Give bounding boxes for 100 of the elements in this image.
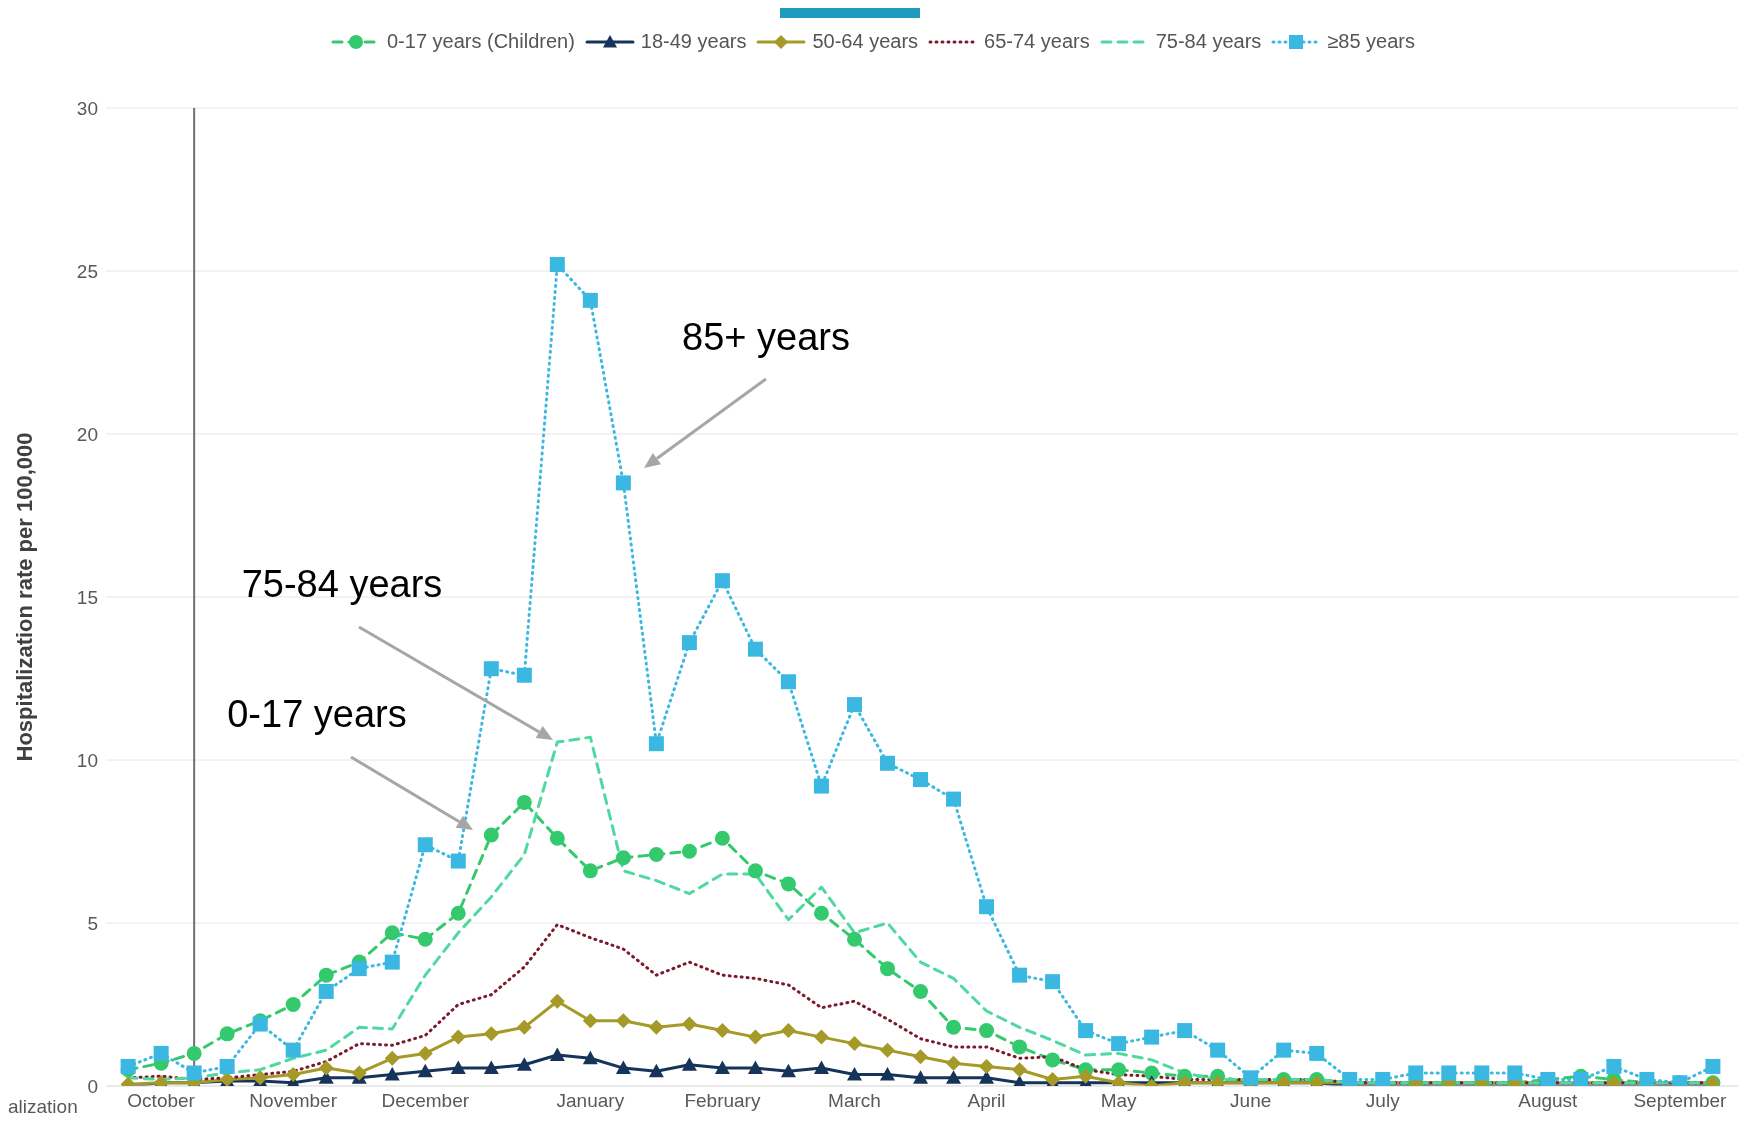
point [516,794,532,810]
legend-label: ≥85 years [1327,30,1416,53]
point [516,667,532,683]
x-tick-label: November [249,1090,338,1112]
point [417,837,433,853]
point [714,830,730,846]
point [615,850,631,866]
point [285,1067,301,1083]
point [153,1045,169,1061]
point [681,843,697,859]
point [1144,1029,1160,1045]
legend-label: 65-74 years [984,30,1090,53]
point [351,961,367,977]
point [516,1057,532,1071]
y-tick-label: 25 [76,260,98,282]
point [417,931,433,947]
point [1078,1023,1094,1039]
point [1408,1065,1424,1081]
point [483,661,499,677]
x-tick-label: October [127,1090,196,1112]
text: alization [8,1096,78,1118]
x-tick-label: December [381,1090,470,1112]
point [747,641,763,657]
point [913,1070,929,1084]
point [1177,1023,1193,1039]
point [516,1019,532,1035]
y-tick-label: 30 [76,97,98,119]
point [979,1070,995,1084]
y-tick-label: 0 [87,1075,98,1097]
point [648,1019,664,1035]
point [450,905,466,921]
point [813,1029,829,1045]
point [1375,1071,1391,1086]
point [219,1026,235,1042]
point [747,863,763,879]
point [846,931,862,947]
point [1078,1068,1094,1084]
point [483,827,499,843]
annotation: 75-84 years [241,563,443,606]
x-tick-label: April [967,1090,1006,1112]
point [946,1019,962,1035]
point [318,983,334,999]
point [186,1065,202,1081]
legend-label: 0-17 years (Children) [386,30,575,53]
point [384,1067,400,1081]
point [747,1060,763,1075]
point [913,983,929,999]
legend-label: 18-49 years [640,30,747,53]
point [946,791,962,807]
y-tick-label: 20 [76,423,98,445]
annotation: 85+ years [682,316,850,359]
point [648,1063,664,1078]
point [549,830,565,846]
point [681,1016,697,1032]
point [384,1050,400,1066]
y-axis-title: Hospitalization rate per 100,000 [11,432,37,762]
point [1144,1065,1160,1081]
point [846,1067,862,1081]
point [979,1023,995,1039]
point [1210,1042,1226,1058]
point [747,1029,763,1045]
point [780,1023,796,1039]
point [681,1057,697,1071]
point [780,674,796,690]
annotation: 0-17 years [227,693,407,736]
legend-label: 75-84 years [1155,30,1262,53]
point [1639,1071,1655,1086]
point [549,1047,565,1062]
point [979,1058,995,1074]
point [813,778,829,794]
point [582,292,598,308]
point [615,1060,631,1075]
y-tick-label: 5 [87,912,98,934]
point [483,1026,499,1042]
point [615,1013,631,1029]
point [1045,974,1061,990]
point [880,1067,895,1081]
point [714,1023,730,1039]
point [186,1045,202,1061]
point [1441,1065,1457,1081]
point [285,997,301,1012]
point [285,1042,301,1058]
point [846,697,862,713]
point [417,1045,433,1061]
point [813,905,829,921]
point [1474,1065,1490,1081]
point [450,1060,466,1075]
point [1309,1045,1325,1061]
point [1111,1036,1127,1052]
point [582,863,598,879]
point [681,635,697,651]
point [549,256,565,272]
point [1243,1070,1259,1086]
point [1606,1058,1622,1074]
point [1045,1071,1061,1086]
point [1111,1062,1127,1078]
point [913,1049,929,1065]
point [714,573,730,589]
point [813,1060,829,1075]
point [384,925,400,941]
